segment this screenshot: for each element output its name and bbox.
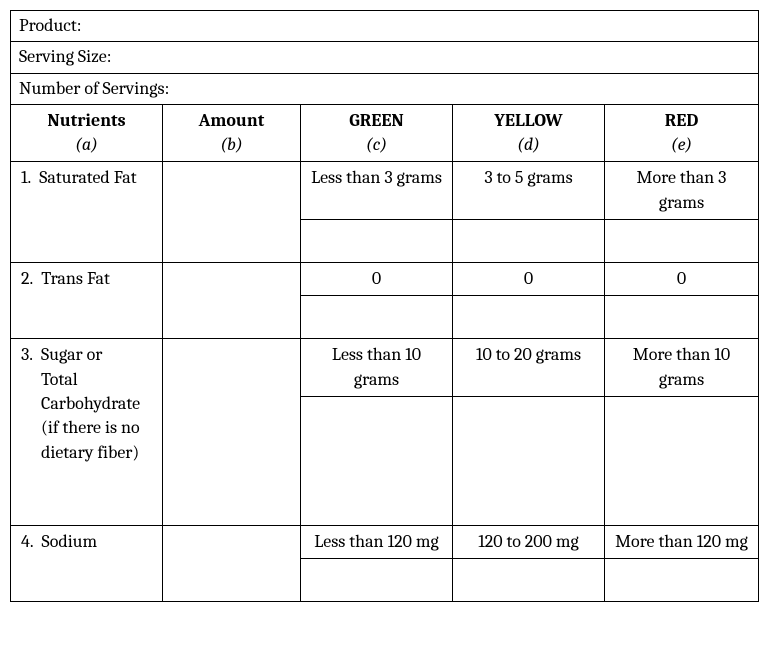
nutrient-name: Saturated Fat <box>35 166 136 190</box>
yellow-value: 10 to 20 grams <box>453 339 605 397</box>
red-value: More than 3 grams <box>605 162 759 220</box>
red-value: 0 <box>605 263 759 296</box>
table-row: 2. Trans Fat 0 0 0 <box>11 263 759 296</box>
green-value: 0 <box>301 263 453 296</box>
col-nutrients-sub: (a) <box>19 133 154 157</box>
yellow-fill <box>453 220 605 263</box>
yellow-fill <box>453 559 605 602</box>
red-fill <box>605 559 759 602</box>
nutrient-cell: 3. Sugar or Total Carbohydrate (if there… <box>11 339 163 526</box>
green-value: Less than 3 grams <box>301 162 453 220</box>
green-fill <box>301 559 453 602</box>
amount-cell <box>163 339 301 526</box>
col-green: GREEN (c) <box>301 104 453 162</box>
nutrient-cell: 4. Sodium <box>11 525 163 601</box>
product-row: Product: <box>11 11 759 42</box>
green-fill <box>301 220 453 263</box>
table-row: 4. Sodium Less than 120 mg 120 to 200 mg… <box>11 525 759 558</box>
col-green-sub: (c) <box>309 133 444 157</box>
column-header-row: Nutrients (a) Amount (b) GREEN (c) YELLO… <box>11 104 759 162</box>
red-fill <box>605 220 759 263</box>
amount-cell <box>163 263 301 339</box>
nutrient-num: 2. <box>21 267 33 291</box>
nutrient-num: 1. <box>21 166 31 190</box>
green-fill <box>301 396 453 525</box>
col-yellow-sub: (d) <box>461 133 596 157</box>
col-amount-title: Amount <box>171 109 292 133</box>
col-amount: Amount (b) <box>163 104 301 162</box>
col-red-title: RED <box>665 110 699 131</box>
col-red: RED (e) <box>605 104 759 162</box>
col-yellow: YELLOW (d) <box>453 104 605 162</box>
nutrition-table: Product: Serving Size: Number of Serving… <box>10 10 759 602</box>
nutrient-cell: 1. Saturated Fat <box>11 162 163 263</box>
num-servings-label: Number of Servings: <box>11 73 759 104</box>
red-fill <box>605 296 759 339</box>
col-amount-sub: (b) <box>171 133 292 157</box>
nutrient-cell: 2. Trans Fat <box>11 263 163 339</box>
yellow-value: 120 to 200 mg <box>453 525 605 558</box>
serving-size-label: Serving Size: <box>11 42 759 73</box>
amount-cell <box>163 162 301 263</box>
col-nutrients: Nutrients (a) <box>11 104 163 162</box>
nutrient-name: Sodium <box>38 530 98 554</box>
serving-size-row: Serving Size: <box>11 42 759 73</box>
yellow-value: 3 to 5 grams <box>453 162 605 220</box>
red-value: More than 120 mg <box>605 525 759 558</box>
amount-cell <box>163 525 301 601</box>
nutrient-name: Sugar or Total Carbohydrate (if there is… <box>37 343 141 464</box>
nutrient-name: Trans Fat <box>37 267 110 291</box>
product-label: Product: <box>11 11 759 42</box>
yellow-fill <box>453 396 605 525</box>
green-value: Less than 10 grams <box>301 339 453 397</box>
nutrient-num: 4. <box>21 530 34 554</box>
red-fill <box>605 396 759 525</box>
red-value: More than 10 grams <box>605 339 759 397</box>
nutrient-num: 3. <box>21 343 33 367</box>
green-value: Less than 120 mg <box>301 525 453 558</box>
col-yellow-title: YELLOW <box>494 110 562 131</box>
green-fill <box>301 296 453 339</box>
yellow-fill <box>453 296 605 339</box>
col-red-sub: (e) <box>613 133 750 157</box>
table-row: 1. Saturated Fat Less than 3 grams 3 to … <box>11 162 759 220</box>
num-servings-row: Number of Servings: <box>11 73 759 104</box>
col-nutrients-title: Nutrients <box>19 109 154 133</box>
table-row: 3. Sugar or Total Carbohydrate (if there… <box>11 339 759 397</box>
col-green-title: GREEN <box>349 110 404 131</box>
yellow-value: 0 <box>453 263 605 296</box>
